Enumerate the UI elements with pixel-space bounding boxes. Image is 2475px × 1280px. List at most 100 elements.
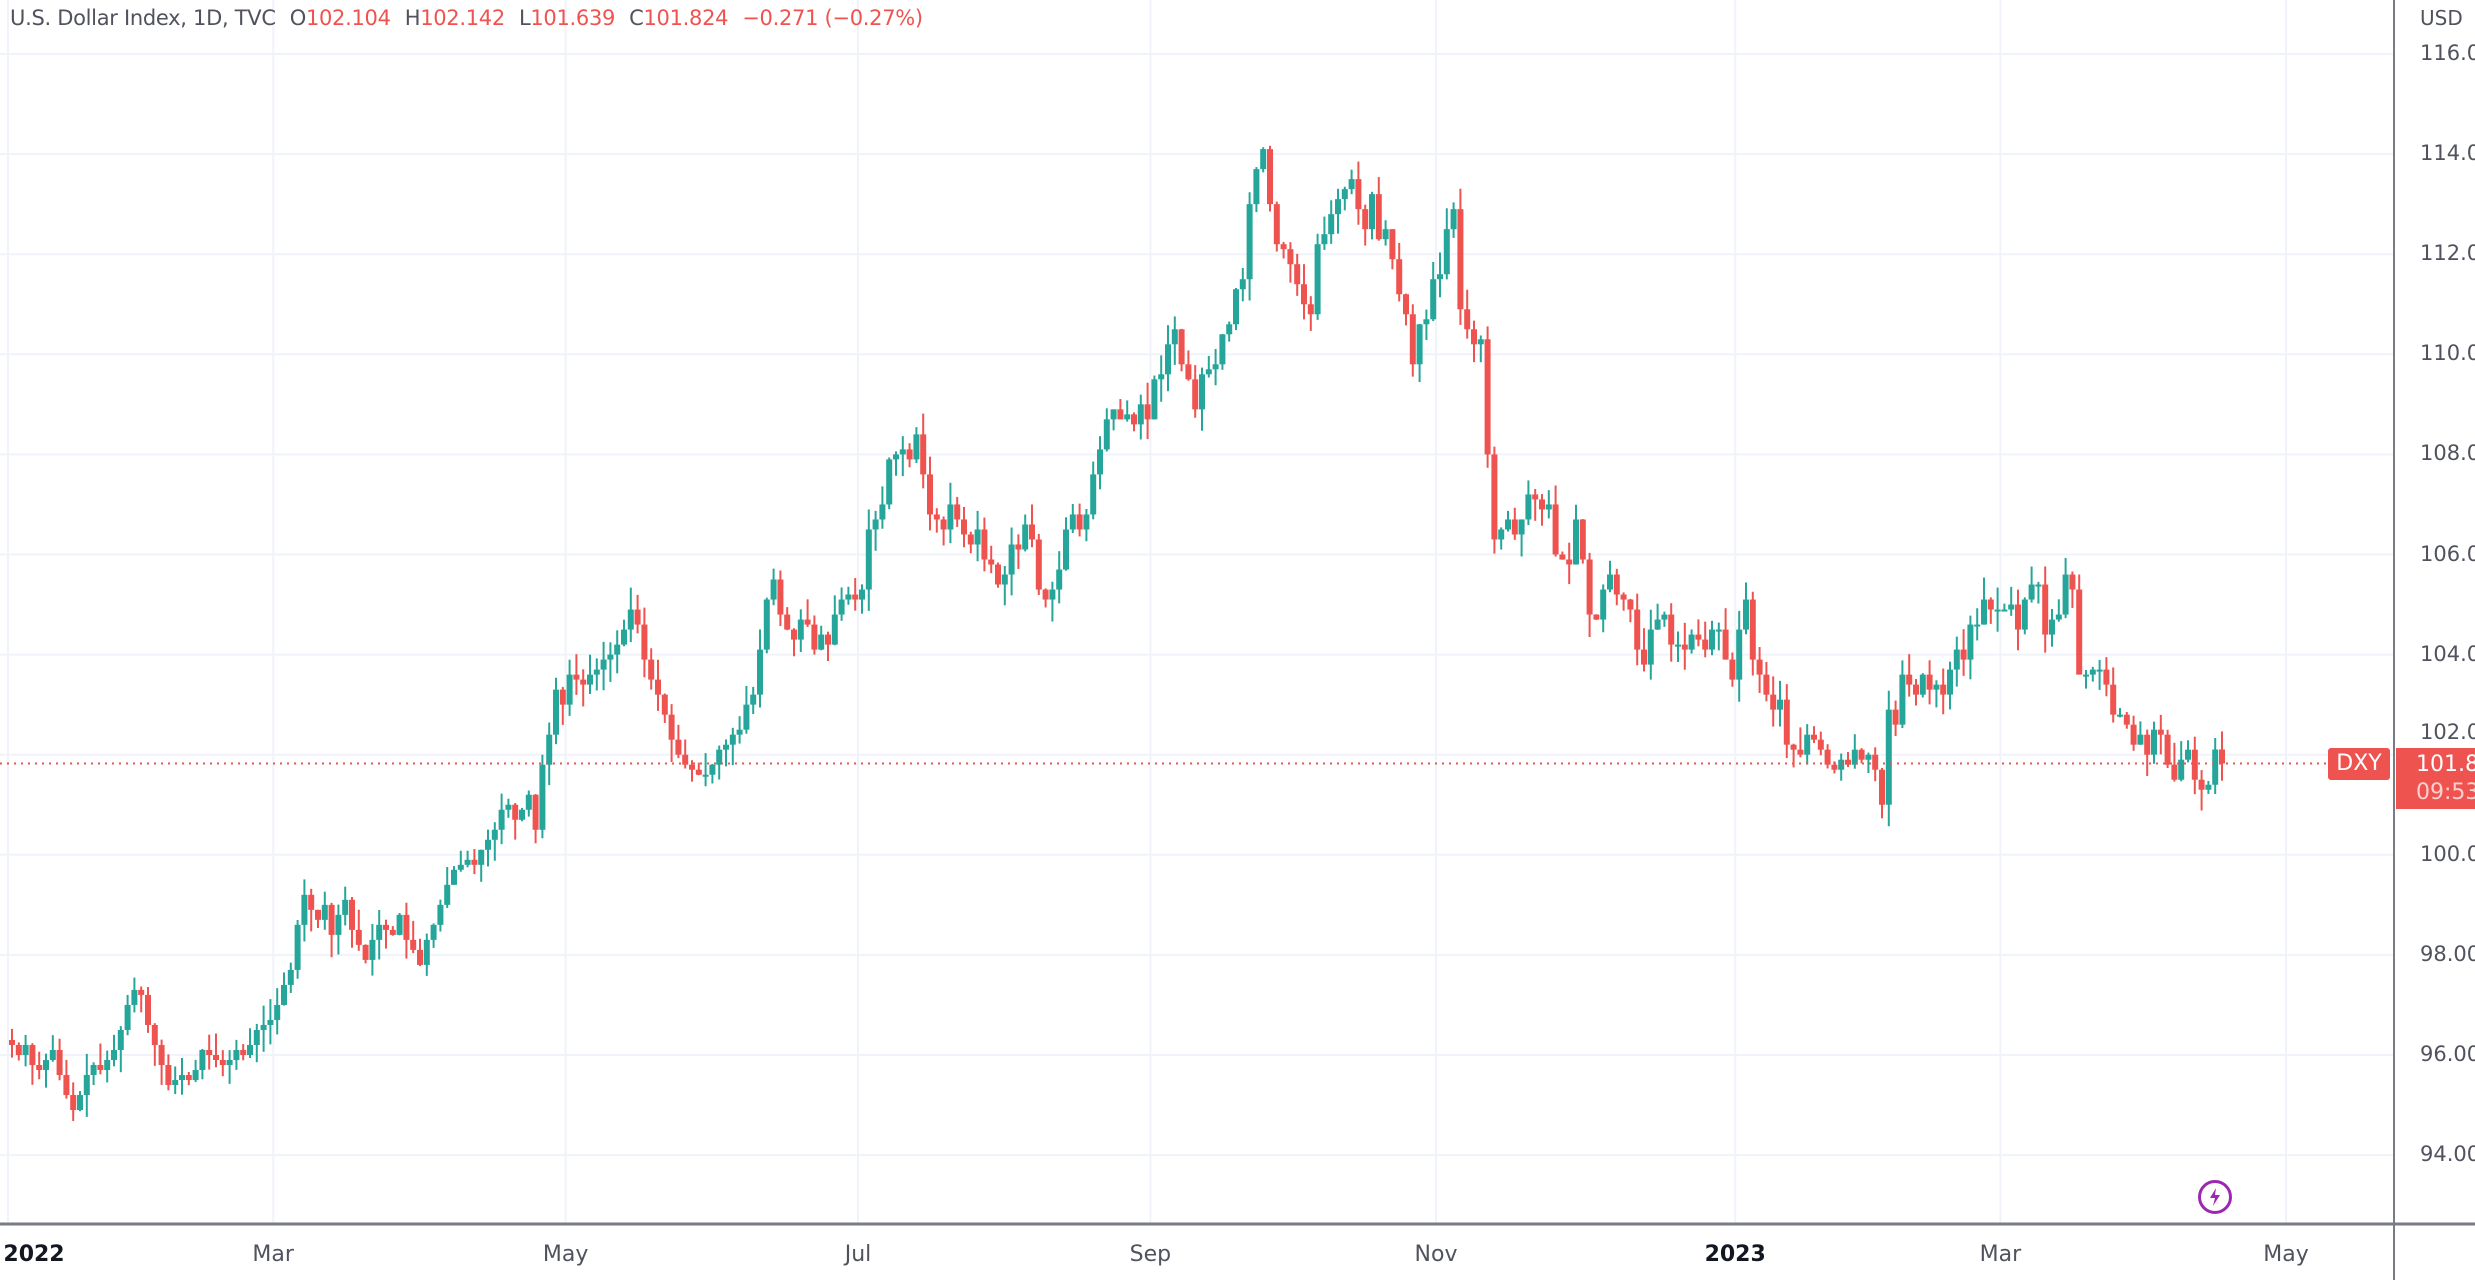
candle-up: [1688, 634, 1695, 650]
candle-down: [995, 564, 1001, 585]
candle-up: [83, 1075, 90, 1096]
candle-up: [301, 894, 308, 925]
candle-down: [1586, 559, 1593, 615]
candle-down: [1811, 734, 1817, 740]
last-price: 101.824: [2416, 752, 2475, 777]
candle-up: [1382, 229, 1389, 240]
candle-up: [770, 579, 777, 600]
candle-down: [1797, 749, 1804, 755]
candle-up: [1885, 709, 1892, 805]
candle-up: [879, 504, 886, 520]
candle-down: [573, 674, 580, 680]
candle-up: [1838, 759, 1845, 770]
candle-down: [36, 1065, 43, 1071]
candle-down: [1539, 499, 1545, 510]
candle-up: [396, 914, 403, 935]
candle-down: [1355, 179, 1362, 210]
candle-down: [1613, 574, 1620, 595]
open-value: 102.104: [305, 6, 391, 30]
candle-down: [2069, 574, 2076, 590]
candle-up: [716, 749, 723, 765]
candle-up: [1226, 324, 1233, 335]
candle-up: [893, 454, 899, 460]
candle-down: [961, 519, 967, 535]
time-tick-label: May: [2263, 1242, 2309, 1267]
candle-down: [56, 1049, 63, 1076]
candle-down: [410, 939, 417, 950]
time-tick-label: Nov: [1414, 1242, 1458, 1267]
candle-down: [641, 624, 648, 660]
candle-up: [2205, 784, 2212, 790]
candle-up: [1505, 519, 1511, 530]
candle-down: [1273, 204, 1280, 245]
candle-down: [1906, 674, 1913, 685]
candle-up: [757, 649, 763, 695]
candle-down: [471, 859, 478, 865]
candle-up: [539, 764, 546, 830]
candle-down: [403, 914, 410, 940]
candle-up: [423, 939, 430, 965]
candle-down: [1729, 659, 1736, 680]
candle-down: [1484, 339, 1491, 455]
time-tick-label: Jul: [844, 1242, 872, 1267]
candle-up: [1239, 279, 1246, 290]
candle-up: [519, 809, 525, 820]
candle-down: [1763, 674, 1770, 695]
candle-down: [1471, 329, 1477, 345]
candle-up: [743, 704, 750, 730]
candle-down: [1749, 599, 1756, 660]
candle-down: [852, 594, 859, 600]
candle-up: [1348, 179, 1355, 190]
candle-up: [1233, 289, 1239, 325]
candle-up: [1498, 529, 1505, 540]
candle-up: [1199, 374, 1205, 410]
time-tick-label: Mar: [1979, 1242, 2022, 1267]
candle-down: [1131, 414, 1137, 425]
candle-down: [2110, 684, 2117, 715]
candle-up: [2117, 714, 2123, 717]
candle-down: [682, 754, 689, 765]
candle-up: [627, 609, 634, 630]
candle-down: [1552, 504, 1559, 555]
candle-up: [546, 734, 553, 765]
candle-up: [2021, 599, 2028, 630]
candle-down: [655, 679, 661, 695]
candle-down: [1389, 229, 1396, 260]
candle-down: [1872, 754, 1879, 770]
candle-up: [437, 904, 444, 925]
candle-down: [1634, 609, 1641, 650]
candle-up: [1253, 169, 1260, 205]
candle-up: [566, 674, 573, 705]
candle-down: [1280, 244, 1287, 250]
candle-down: [145, 994, 151, 1025]
candle-down: [1117, 409, 1124, 420]
candle-down: [63, 1075, 70, 1096]
candle-down: [1756, 659, 1763, 675]
change-value: −0.271 (−0.27%): [742, 6, 923, 30]
candle-down: [138, 989, 145, 995]
candle-up: [607, 654, 614, 660]
candle-up: [1056, 569, 1063, 590]
candle-down: [1185, 364, 1192, 380]
candle-down: [151, 1024, 158, 1045]
candle-down: [981, 529, 988, 560]
candle-up: [1090, 474, 1097, 515]
candle-up: [886, 459, 893, 505]
candle-up: [1205, 369, 1212, 375]
candle-down: [1702, 639, 1709, 650]
candle-up: [1110, 409, 1117, 420]
candle-up: [1573, 519, 1579, 565]
candle-up: [179, 1075, 185, 1081]
lightning-icon[interactable]: [2198, 1180, 2232, 1214]
bar-countdown: 09:53: [2416, 780, 2475, 805]
open-label: O: [289, 6, 307, 30]
candle-up: [1967, 624, 1974, 660]
candle-up: [1212, 364, 1219, 370]
candle-up: [1314, 244, 1321, 315]
candle-up: [1477, 339, 1484, 345]
candle-up: [22, 1044, 29, 1055]
symbol-price-label: DXY: [2328, 748, 2390, 780]
candle-up: [593, 669, 600, 675]
high-value: 102.142: [420, 6, 505, 30]
